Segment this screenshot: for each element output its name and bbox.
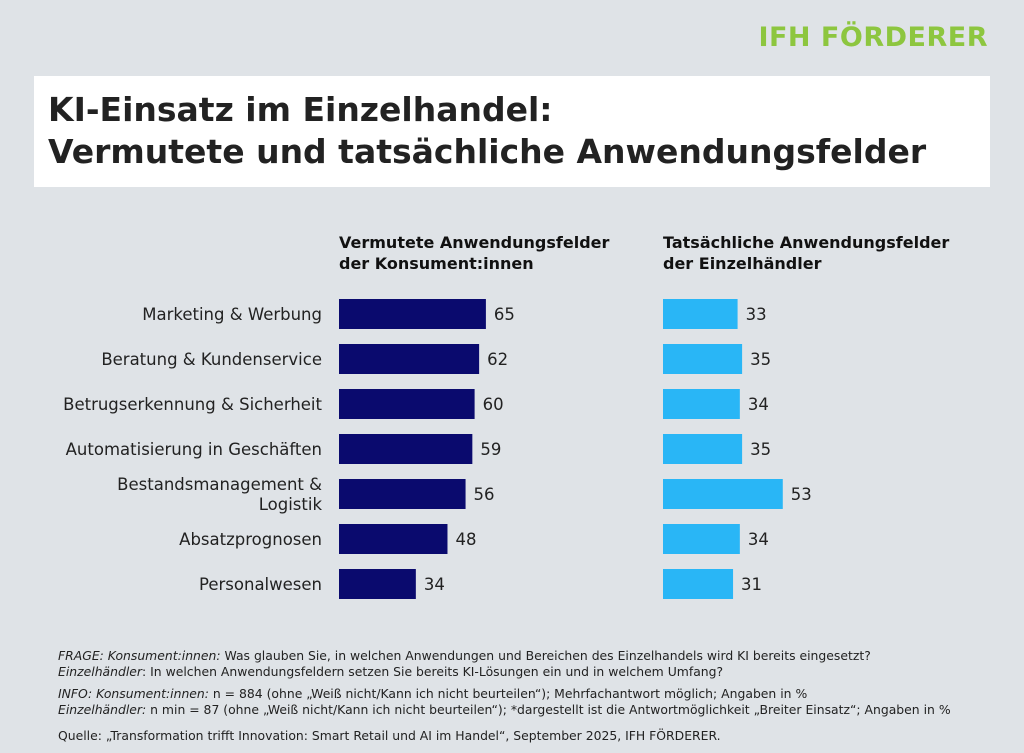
- series-1-header-line2: der Konsument:innen: [339, 254, 534, 273]
- footer-frage: FRAGE: Konsument:innen: Was glauben Sie,…: [58, 648, 871, 664]
- footer-info-prefix: INFO: Konsument:innen:: [58, 686, 209, 701]
- category-label: Bestandsmanagement & Logistik: [117, 475, 322, 514]
- category-label: Marketing & Werbung: [142, 305, 322, 324]
- footer-info2-text: n min = 87 (ohne „Weiß nicht/Kann ich ni…: [146, 702, 951, 717]
- category-label: Absatzprognosen: [179, 530, 322, 549]
- data-label-series-2: 53: [791, 485, 812, 504]
- data-label-series-2: 31: [741, 575, 762, 594]
- data-label-series-2: 35: [750, 350, 771, 369]
- bar-series-1: [339, 344, 480, 374]
- footer-frage2-prefix: Einzelhändler: [58, 664, 143, 679]
- footer-frage2-text: : In welchen Anwendungsfeldern setzen Si…: [142, 664, 724, 679]
- bar-series-1: [339, 524, 448, 554]
- category-label: Personalwesen: [199, 575, 322, 594]
- bar-series-2: [663, 569, 734, 599]
- category-label: Beratung & Kundenservice: [101, 350, 322, 369]
- footer-frage2: Einzelhändler: In welchen Anwendungsfeld…: [58, 664, 723, 680]
- data-label-series-1: 59: [480, 440, 501, 459]
- title-box: KI-Einsatz im Einzelhandel: Vermutete un…: [34, 76, 990, 187]
- data-label-series-1: 62: [487, 350, 508, 369]
- bar-series-1: [339, 389, 475, 419]
- bar-chart: Marketing & Werbung Beratung & Kundenserv…: [63, 299, 812, 599]
- data-label-series-2: 33: [746, 305, 767, 324]
- bar-series-1: [339, 299, 486, 329]
- brand-logo: IFH FÖRDERER: [758, 22, 988, 53]
- footer-frage-prefix: FRAGE: Konsument:innen:: [58, 648, 221, 663]
- data-label-series-2: 35: [750, 440, 771, 459]
- bar-series-2: [663, 479, 783, 509]
- footer-info2: Einzelhändler: n min = 87 (ohne „Weiß ni…: [58, 702, 951, 718]
- bar-series-2: [663, 434, 743, 464]
- footer-frage-text: Was glauben Sie, in welchen Anwendungen …: [220, 648, 871, 663]
- data-label-series-1: 34: [424, 575, 445, 594]
- footer-info-text: n = 884 (ohne „Weiß nicht/Kann ich nicht…: [208, 686, 808, 701]
- series-1-header-line1: Vermutete Anwendungsfelder: [339, 233, 610, 252]
- footer-info2-prefix: Einzelhändler:: [58, 702, 147, 717]
- bar-series-1: [339, 434, 473, 464]
- category-label: Automatisierung in Geschäften: [66, 440, 322, 459]
- data-label-series-1: 60: [483, 395, 504, 414]
- bar-series-1: [339, 569, 416, 599]
- series-2-header-line1: Tatsächliche Anwendungsfelder: [663, 233, 950, 252]
- data-label-series-2: 34: [748, 530, 769, 549]
- category-label: Betrugserkennung & Sicherheit: [63, 395, 322, 414]
- bar-series-1: [339, 479, 466, 509]
- bar-series-2: [663, 344, 743, 374]
- series-1-header: Vermutete Anwendungsfelder der Konsument…: [339, 232, 609, 274]
- series-2-header-line2: der Einzelhändler: [663, 254, 822, 273]
- data-label-series-2: 34: [748, 395, 769, 414]
- bar-series-2: [663, 299, 738, 329]
- footer-info: INFO: Konsument:innen: n = 884 (ohne „We…: [58, 686, 807, 702]
- series-2-header: Tatsächliche Anwendungsfelder der Einzel…: [663, 232, 949, 274]
- data-label-series-1: 65: [494, 305, 515, 324]
- footer-source: Quelle: „Transformation trifft Innovatio…: [58, 728, 721, 743]
- data-label-series-1: 48: [455, 530, 476, 549]
- data-label-series-1: 56: [474, 485, 495, 504]
- bar-series-2: [663, 524, 740, 554]
- bar-series-2: [663, 389, 740, 419]
- page-title-line1: KI-Einsatz im Einzelhandel:: [48, 90, 553, 129]
- page-title-line2: Vermutete und tatsächliche Anwendungsfel…: [48, 132, 927, 171]
